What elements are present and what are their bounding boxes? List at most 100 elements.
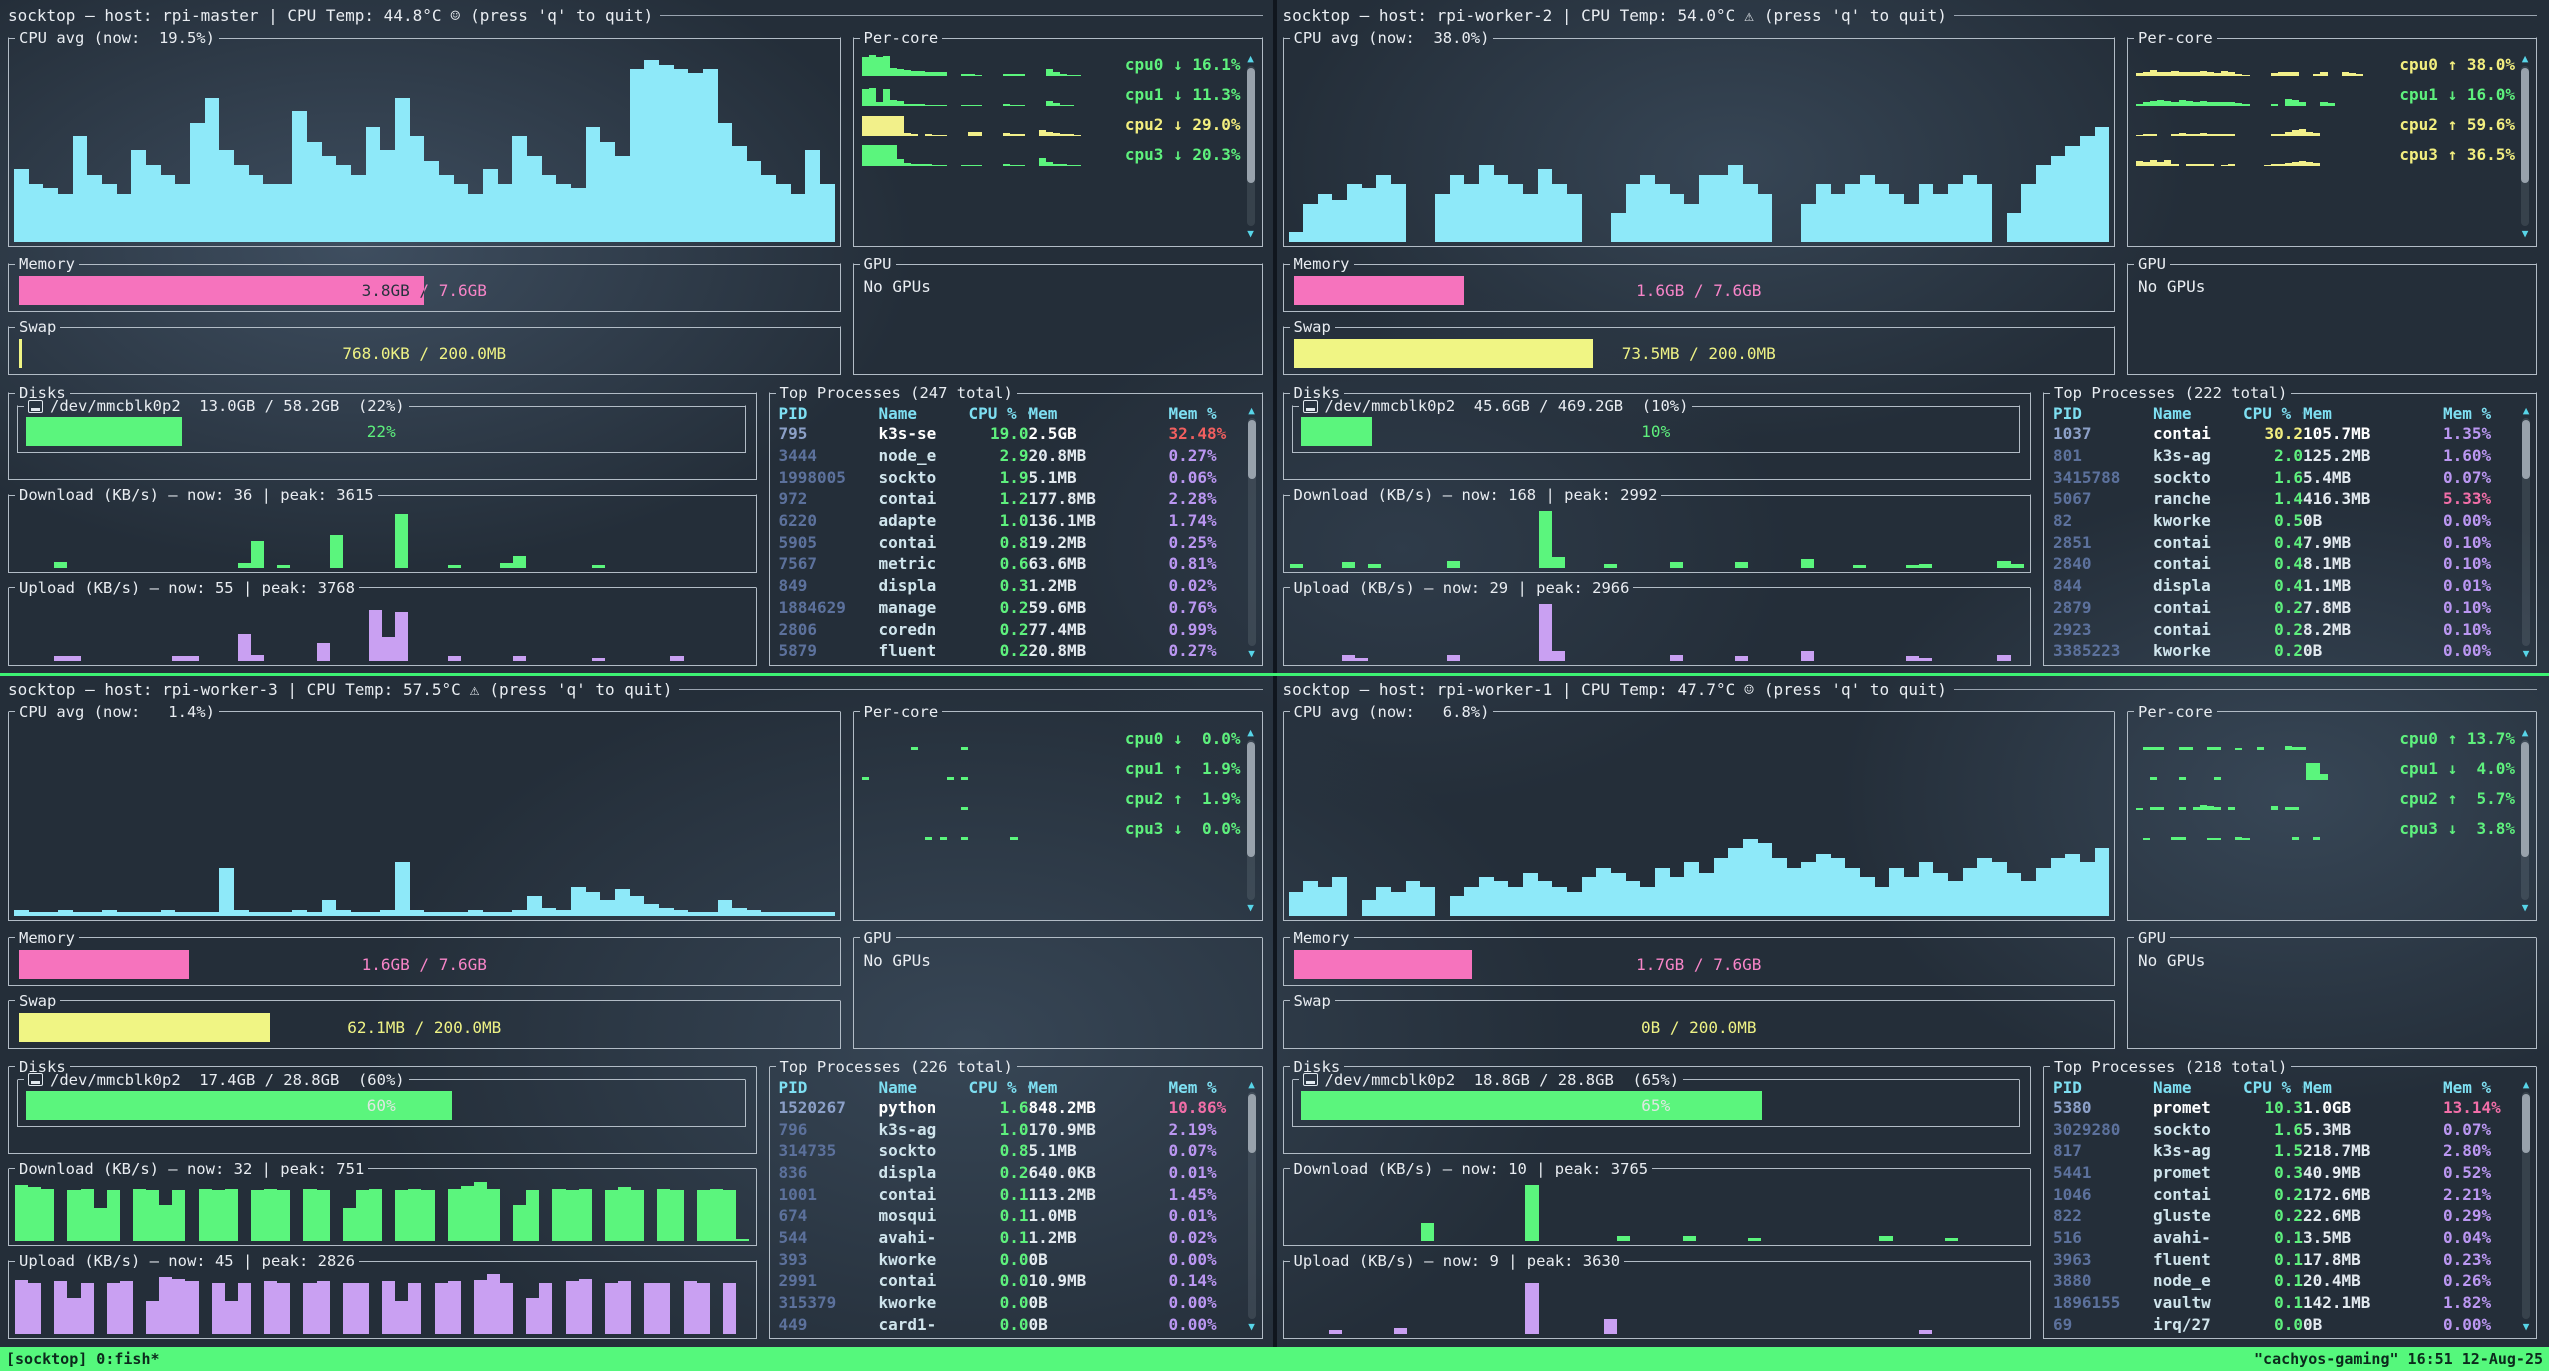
graph-bar	[932, 164, 940, 166]
process-table: PID Name CPU % •Mem Mem % 5380 promet 10.31.0…	[2053, 1078, 2516, 1334]
graph-bar	[395, 611, 409, 661]
process-column-header[interactable]: PID	[2053, 404, 2082, 423]
process-column-header[interactable]: Name	[878, 1077, 918, 1097]
process-table-header: PID Name CPU % •Mem Mem %	[2053, 1078, 2516, 1097]
process-column-header[interactable]: CPU % •	[968, 404, 1029, 423]
process-column-header[interactable]: Name	[878, 404, 918, 423]
top-processes-label: Top Processes (218 total)	[2054, 1057, 2288, 1076]
process-column-header[interactable]: PID	[2053, 1077, 2082, 1097]
process-scrollbar[interactable]: ▲ ▼	[1245, 404, 1259, 660]
scroll-up-icon[interactable]: ▲	[2522, 404, 2530, 417]
scrollbar-track[interactable]	[1247, 418, 1256, 646]
scroll-up-icon[interactable]: ▲	[2521, 725, 2529, 739]
process-column-header[interactable]: PID	[778, 1077, 808, 1097]
scrollbar-thumb[interactable]	[1247, 420, 1256, 480]
process-pid: 795	[778, 424, 808, 444]
title-rule	[679, 688, 1263, 690]
scroll-up-icon[interactable]: ▲	[1247, 52, 1254, 65]
download-label: Download (KB/s) — now: 168 | peak: 2992	[1293, 486, 1658, 504]
graph-bar	[526, 1298, 540, 1334]
scroll-down-icon[interactable]: ▼	[1247, 227, 1254, 240]
process-cpu: 0.3	[2274, 1162, 2303, 1182]
per-core-scrollbar[interactable]: ▲ ▼	[1244, 52, 1258, 240]
process-column-header[interactable]: Mem %	[2443, 1077, 2492, 1097]
graph-bar	[657, 1188, 671, 1242]
process-column-header[interactable]: Mem	[1028, 404, 1058, 423]
per-core-scrollbar[interactable]: ▲ ▼	[2518, 726, 2532, 914]
graph-bar	[1376, 886, 1392, 916]
scroll-down-icon[interactable]: ▼	[1248, 646, 1255, 660]
process-column-header[interactable]: PID	[778, 404, 808, 423]
scroll-down-icon[interactable]: ▼	[2522, 646, 2530, 660]
scroll-down-icon[interactable]: ▼	[2521, 227, 2529, 240]
process-column-header[interactable]: Mem %	[1168, 404, 1217, 423]
scrollbar-thumb[interactable]	[1246, 68, 1255, 184]
graph-bar	[132, 1188, 147, 1242]
graph-bar	[960, 164, 968, 166]
scroll-up-icon[interactable]: ▲	[1247, 725, 1254, 739]
scrollbar-thumb[interactable]	[2521, 68, 2529, 184]
graph-bar	[14, 169, 29, 242]
process-column-header[interactable]: Name	[2153, 404, 2192, 423]
process-cpu: 1.5	[2274, 1141, 2303, 1161]
scroll-up-icon[interactable]: ▲	[1248, 1077, 1255, 1091]
graph-bar	[1962, 174, 1978, 242]
scrollbar-track[interactable]	[2522, 418, 2530, 646]
process-name: contai	[2153, 554, 2211, 574]
graph-bar	[380, 149, 396, 242]
process-column-header[interactable]: Mem %	[2443, 404, 2492, 423]
graph-bar	[2157, 71, 2165, 76]
process-row: 2851 contai 0.4 7.9MB 0.10%	[2053, 531, 2516, 553]
graph-bar	[604, 1283, 619, 1334]
process-scrollbar[interactable]: ▲ ▼	[2519, 404, 2533, 660]
upload-panel: Upload (KB/s) — now: 29 | peak: 2966	[1282, 579, 2031, 666]
process-name: irq/27	[2153, 1314, 2211, 1333]
scroll-down-icon[interactable]: ▼	[1248, 1320, 1255, 1333]
tmux-horizontal-border[interactable]	[0, 672, 2549, 676]
process-scrollbar[interactable]: ▲ ▼	[1245, 1077, 1259, 1333]
scrollbar-thumb[interactable]	[1247, 1093, 1256, 1153]
scrollbar-thumb[interactable]	[1246, 741, 1255, 857]
graph-bar	[2199, 805, 2207, 810]
scrollbar-track[interactable]	[2522, 1091, 2530, 1319]
scrollbar-track[interactable]	[2521, 66, 2529, 226]
process-column-header[interactable]: Mem	[1028, 1077, 1058, 1097]
status-session-window[interactable]: [socktop] 0:fish*	[6, 1350, 160, 1368]
graph-bar	[2348, 73, 2356, 76]
scrollbar-track[interactable]	[1247, 1091, 1256, 1319]
gpu-panel: GPU No GPUs	[2127, 929, 2537, 1049]
graph-bar	[2021, 184, 2036, 242]
scroll-down-icon[interactable]: ▼	[1247, 900, 1254, 914]
process-pid: 5380	[2053, 1097, 2092, 1117]
process-column-header[interactable]: CPU % •	[2243, 1077, 2303, 1097]
process-column-header[interactable]: CPU % •	[968, 1077, 1029, 1097]
process-column-header[interactable]: CPU % •	[2243, 404, 2303, 423]
process-column-header[interactable]: Mem %	[1168, 1077, 1217, 1097]
graph-bar	[447, 564, 461, 568]
process-scrollbar[interactable]: ▲ ▼	[2519, 1077, 2533, 1333]
graph-bar	[2157, 806, 2165, 810]
per-core-scrollbar[interactable]: ▲ ▼	[2518, 52, 2532, 240]
process-column-header[interactable]: Name	[2153, 1077, 2192, 1097]
graph-bar	[629, 69, 645, 242]
scroll-up-icon[interactable]: ▲	[2521, 52, 2529, 65]
scrollbar-thumb[interactable]	[2522, 420, 2530, 480]
per-core-scrollbar[interactable]: ▲ ▼	[1244, 726, 1258, 914]
graph-bar	[1010, 74, 1018, 76]
scroll-up-icon[interactable]: ▲	[2522, 1077, 2530, 1091]
scrollbar-thumb[interactable]	[2522, 1093, 2530, 1153]
graph-bar	[918, 164, 926, 166]
scroll-down-icon[interactable]: ▼	[2522, 1320, 2530, 1333]
scrollbar-thumb[interactable]	[2521, 741, 2529, 857]
process-column-header[interactable]: Mem	[2303, 1077, 2332, 1097]
graph-bar	[483, 169, 498, 242]
scroll-up-icon[interactable]: ▲	[1248, 404, 1255, 417]
scroll-down-icon[interactable]: ▼	[2521, 900, 2529, 914]
scrollbar-track[interactable]	[2521, 739, 2529, 900]
scrollbar-track[interactable]	[1246, 66, 1255, 226]
process-row: 3444 node_e 2.9 20.8MB 0.27%	[779, 445, 1242, 467]
process-column-header[interactable]: Mem	[2303, 404, 2332, 423]
scrollbar-track[interactable]	[1246, 739, 1255, 900]
process-cpu: 1.9	[999, 467, 1029, 487]
upload-graph	[15, 1274, 750, 1334]
